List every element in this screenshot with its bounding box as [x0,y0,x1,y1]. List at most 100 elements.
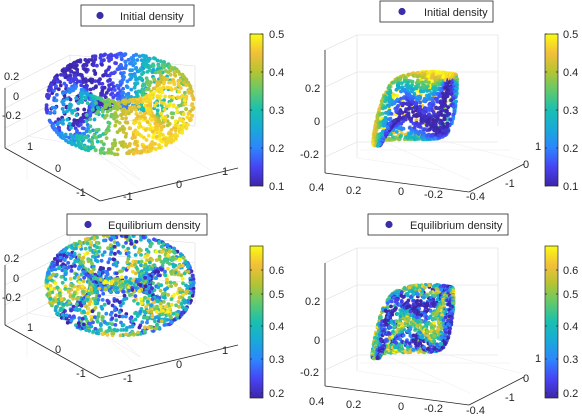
scatter-point [81,119,86,124]
scatter-point [113,323,118,327]
scatter-point [82,322,86,327]
scatter-point [140,72,144,77]
scatter-point [100,62,104,67]
scatter-point [106,260,111,265]
scatter-point [120,268,124,273]
scatter-point [99,328,103,333]
scatter-point [124,63,128,68]
scatter-point [176,272,181,277]
scatter-point [71,294,76,298]
scatter-point [182,271,187,276]
scatter-point [61,118,65,122]
scatter-point [157,89,162,94]
scatter-point [131,148,136,152]
scatter-point [122,52,127,57]
scatter-point [160,115,165,120]
scatter-point [141,54,146,58]
scatter-point [91,254,95,259]
scatter-point [139,76,144,81]
scatter-point [106,267,111,271]
scatter-point [121,289,125,294]
scatter-point [102,115,107,120]
z-tick-label: 0.2 [305,296,320,308]
scatter-point [76,139,80,144]
scatter-point [181,281,185,286]
scatter-point [118,80,123,84]
scatter-point [123,60,128,64]
scatter-point [158,273,162,278]
scatter-point [66,77,71,82]
scatter-point [125,85,130,90]
scatter-point [401,126,406,131]
scatter-point [71,123,76,128]
scatter-point [189,117,193,122]
scatter-point [414,118,419,122]
colorbar-ticks: 0.1 0.2 0.3 0.4 0.5 [250,29,284,193]
scatter-point [387,108,392,113]
scatter-point [55,92,59,97]
scatter-point [82,126,86,131]
scatter-point [159,111,163,116]
scatter-point [76,79,80,84]
scatter-point [133,294,138,298]
scatter-point [415,74,420,79]
scatter-point [182,299,187,304]
scatter-point [75,70,80,75]
scatter-point [108,290,113,294]
scatter-point [94,85,98,89]
scatter-point [160,249,165,254]
scatter-point [183,260,188,264]
scatter-point [151,135,156,140]
scatter-point [104,91,109,95]
scatter-point [165,85,170,90]
scatter-point [45,109,49,114]
scatter-point [137,325,142,330]
scatter-point [175,106,179,110]
scatter-point [84,135,89,140]
scatter-point [58,83,63,88]
scatter-point [155,322,159,327]
colorbar: 0.2 0.3 0.4 0.5 0.6 [249,245,284,400]
z-tick-label: 0 [13,273,19,285]
scatter-point [155,108,160,113]
scatter-point [395,93,399,98]
scatter-point [163,305,168,309]
scatter-point [135,132,140,137]
scatter-point [143,325,147,330]
scatter-point [55,285,60,290]
scatter-point [387,85,392,89]
scatter-point [394,130,399,134]
y-tick-labels: 1 0 -1 [505,353,541,404]
scatter-point [419,89,423,94]
colorbar-tick-label: 0.5 [269,289,284,301]
scatter-point [168,80,173,85]
scatter-point [76,266,81,271]
scatter-point [383,131,388,136]
scatter-point [119,275,124,279]
scatter-point [132,245,137,250]
scatter-point [132,85,137,90]
scatter-point [133,105,137,109]
scatter-point [108,312,113,317]
scatter-point [64,254,69,259]
scatter-point [454,99,458,104]
scatter-point [88,124,93,129]
scatter-point [115,130,120,135]
scatter-point [160,90,165,95]
scatter-point [84,113,89,117]
scatter-point [166,253,171,258]
scatter-point [52,257,57,261]
scatter-point [92,117,97,122]
scatter-point [178,86,183,90]
scatter-point [150,140,155,144]
scatter-point [171,133,176,138]
scatter-point [147,83,152,88]
scatter-point [67,90,72,94]
scatter-point [171,264,176,269]
scatter-point [122,70,126,75]
scatter-point [88,129,92,134]
scatter-point [60,280,65,285]
scatter-point [48,297,53,301]
scatter-point [139,134,144,138]
scatter-point [93,57,98,62]
